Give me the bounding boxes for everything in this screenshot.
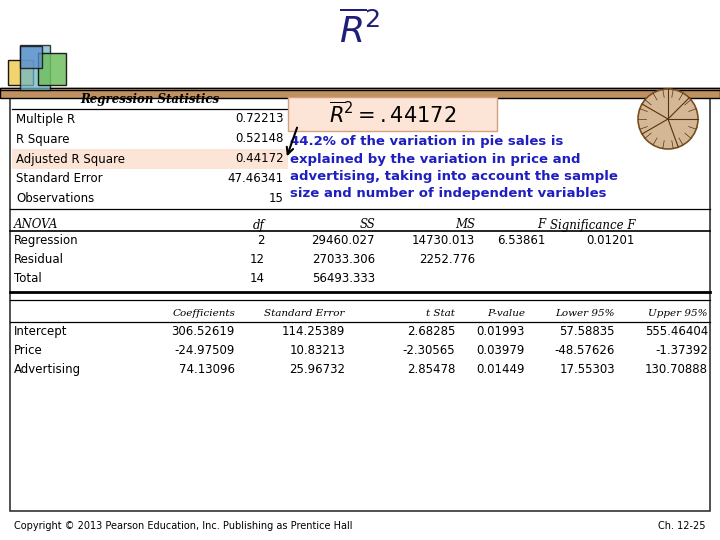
FancyBboxPatch shape bbox=[20, 46, 42, 68]
Text: $\overline{R}^2 = .44172$: $\overline{R}^2 = .44172$ bbox=[329, 102, 456, 127]
Text: 17.55303: 17.55303 bbox=[559, 363, 615, 376]
Text: Observations: Observations bbox=[16, 192, 94, 206]
Text: Upper 95%: Upper 95% bbox=[649, 309, 708, 319]
Text: 130.70888: 130.70888 bbox=[645, 363, 708, 376]
Text: MS: MS bbox=[455, 219, 475, 232]
Text: t Stat: t Stat bbox=[426, 309, 455, 319]
Text: -48.57626: -48.57626 bbox=[554, 344, 615, 357]
Text: 15: 15 bbox=[269, 192, 284, 206]
Text: 0.01201: 0.01201 bbox=[587, 234, 635, 247]
Text: Ch. 12-25: Ch. 12-25 bbox=[659, 521, 706, 531]
Text: 27033.306: 27033.306 bbox=[312, 253, 375, 266]
Text: ANOVA: ANOVA bbox=[14, 219, 58, 232]
Text: Regression: Regression bbox=[14, 234, 78, 247]
Text: Standard Error: Standard Error bbox=[16, 172, 103, 186]
Text: 0.44172: 0.44172 bbox=[235, 152, 284, 165]
Text: Standard Error: Standard Error bbox=[264, 309, 345, 319]
Text: Total: Total bbox=[14, 272, 42, 285]
Text: 2252.776: 2252.776 bbox=[419, 253, 475, 266]
Ellipse shape bbox=[643, 122, 697, 132]
Text: 114.25389: 114.25389 bbox=[282, 325, 345, 338]
Text: 74.13096: 74.13096 bbox=[179, 363, 235, 376]
Text: Price: Price bbox=[14, 344, 42, 357]
Text: 12: 12 bbox=[250, 253, 265, 266]
Text: -2.30565: -2.30565 bbox=[402, 344, 455, 357]
Text: Regression Statistics: Regression Statistics bbox=[81, 93, 220, 106]
Text: Lower 95%: Lower 95% bbox=[556, 309, 615, 319]
Text: 57.58835: 57.58835 bbox=[559, 325, 615, 338]
Text: 0.52148: 0.52148 bbox=[235, 132, 284, 145]
Text: Adjusted R Square: Adjusted R Square bbox=[16, 152, 125, 165]
Text: 2: 2 bbox=[258, 234, 265, 247]
Text: 29460.027: 29460.027 bbox=[312, 234, 375, 247]
FancyBboxPatch shape bbox=[12, 149, 288, 169]
Text: Copyright © 2013 Pearson Education, Inc. Publishing as Prentice Hall: Copyright © 2013 Pearson Education, Inc.… bbox=[14, 521, 353, 531]
FancyBboxPatch shape bbox=[12, 91, 288, 109]
Circle shape bbox=[638, 89, 698, 149]
FancyBboxPatch shape bbox=[0, 88, 720, 90]
Text: R Square: R Square bbox=[16, 132, 70, 145]
Text: 306.52619: 306.52619 bbox=[171, 325, 235, 338]
Text: 47.46341: 47.46341 bbox=[228, 172, 284, 186]
Text: Coefficients: Coefficients bbox=[172, 309, 235, 319]
Text: 0.03979: 0.03979 bbox=[477, 344, 525, 357]
Text: 10.83213: 10.83213 bbox=[289, 344, 345, 357]
Text: 6.53861: 6.53861 bbox=[497, 234, 545, 247]
Text: $\overline{R}^2$: $\overline{R}^2$ bbox=[339, 10, 381, 50]
Text: 0.01449: 0.01449 bbox=[477, 363, 525, 376]
Text: 555.46404: 555.46404 bbox=[644, 325, 708, 338]
Text: Intercept: Intercept bbox=[14, 325, 68, 338]
Text: -1.37392: -1.37392 bbox=[655, 344, 708, 357]
FancyBboxPatch shape bbox=[10, 91, 710, 511]
Text: F: F bbox=[537, 219, 545, 232]
Text: 2.85478: 2.85478 bbox=[407, 363, 455, 376]
FancyBboxPatch shape bbox=[0, 88, 720, 98]
Text: Residual: Residual bbox=[14, 253, 64, 266]
FancyBboxPatch shape bbox=[8, 60, 33, 85]
Text: P-value: P-value bbox=[487, 309, 525, 319]
Text: SS: SS bbox=[359, 219, 375, 232]
Text: 56493.333: 56493.333 bbox=[312, 272, 375, 285]
Text: Multiple R: Multiple R bbox=[16, 112, 75, 125]
FancyBboxPatch shape bbox=[20, 45, 50, 90]
Text: 2.68285: 2.68285 bbox=[407, 325, 455, 338]
Text: 0.72213: 0.72213 bbox=[235, 112, 284, 125]
Text: 14: 14 bbox=[250, 272, 265, 285]
Text: 14730.013: 14730.013 bbox=[412, 234, 475, 247]
Text: 25.96732: 25.96732 bbox=[289, 363, 345, 376]
Text: Significance F: Significance F bbox=[549, 219, 635, 232]
Text: 0.01993: 0.01993 bbox=[477, 325, 525, 338]
FancyBboxPatch shape bbox=[38, 53, 66, 85]
Text: df: df bbox=[253, 219, 265, 232]
FancyBboxPatch shape bbox=[288, 97, 497, 131]
Text: -24.97509: -24.97509 bbox=[175, 344, 235, 357]
Text: Advertising: Advertising bbox=[14, 363, 81, 376]
Text: 44.2% of the variation in pie sales is
explained by the variation in price and
a: 44.2% of the variation in pie sales is e… bbox=[290, 135, 618, 200]
